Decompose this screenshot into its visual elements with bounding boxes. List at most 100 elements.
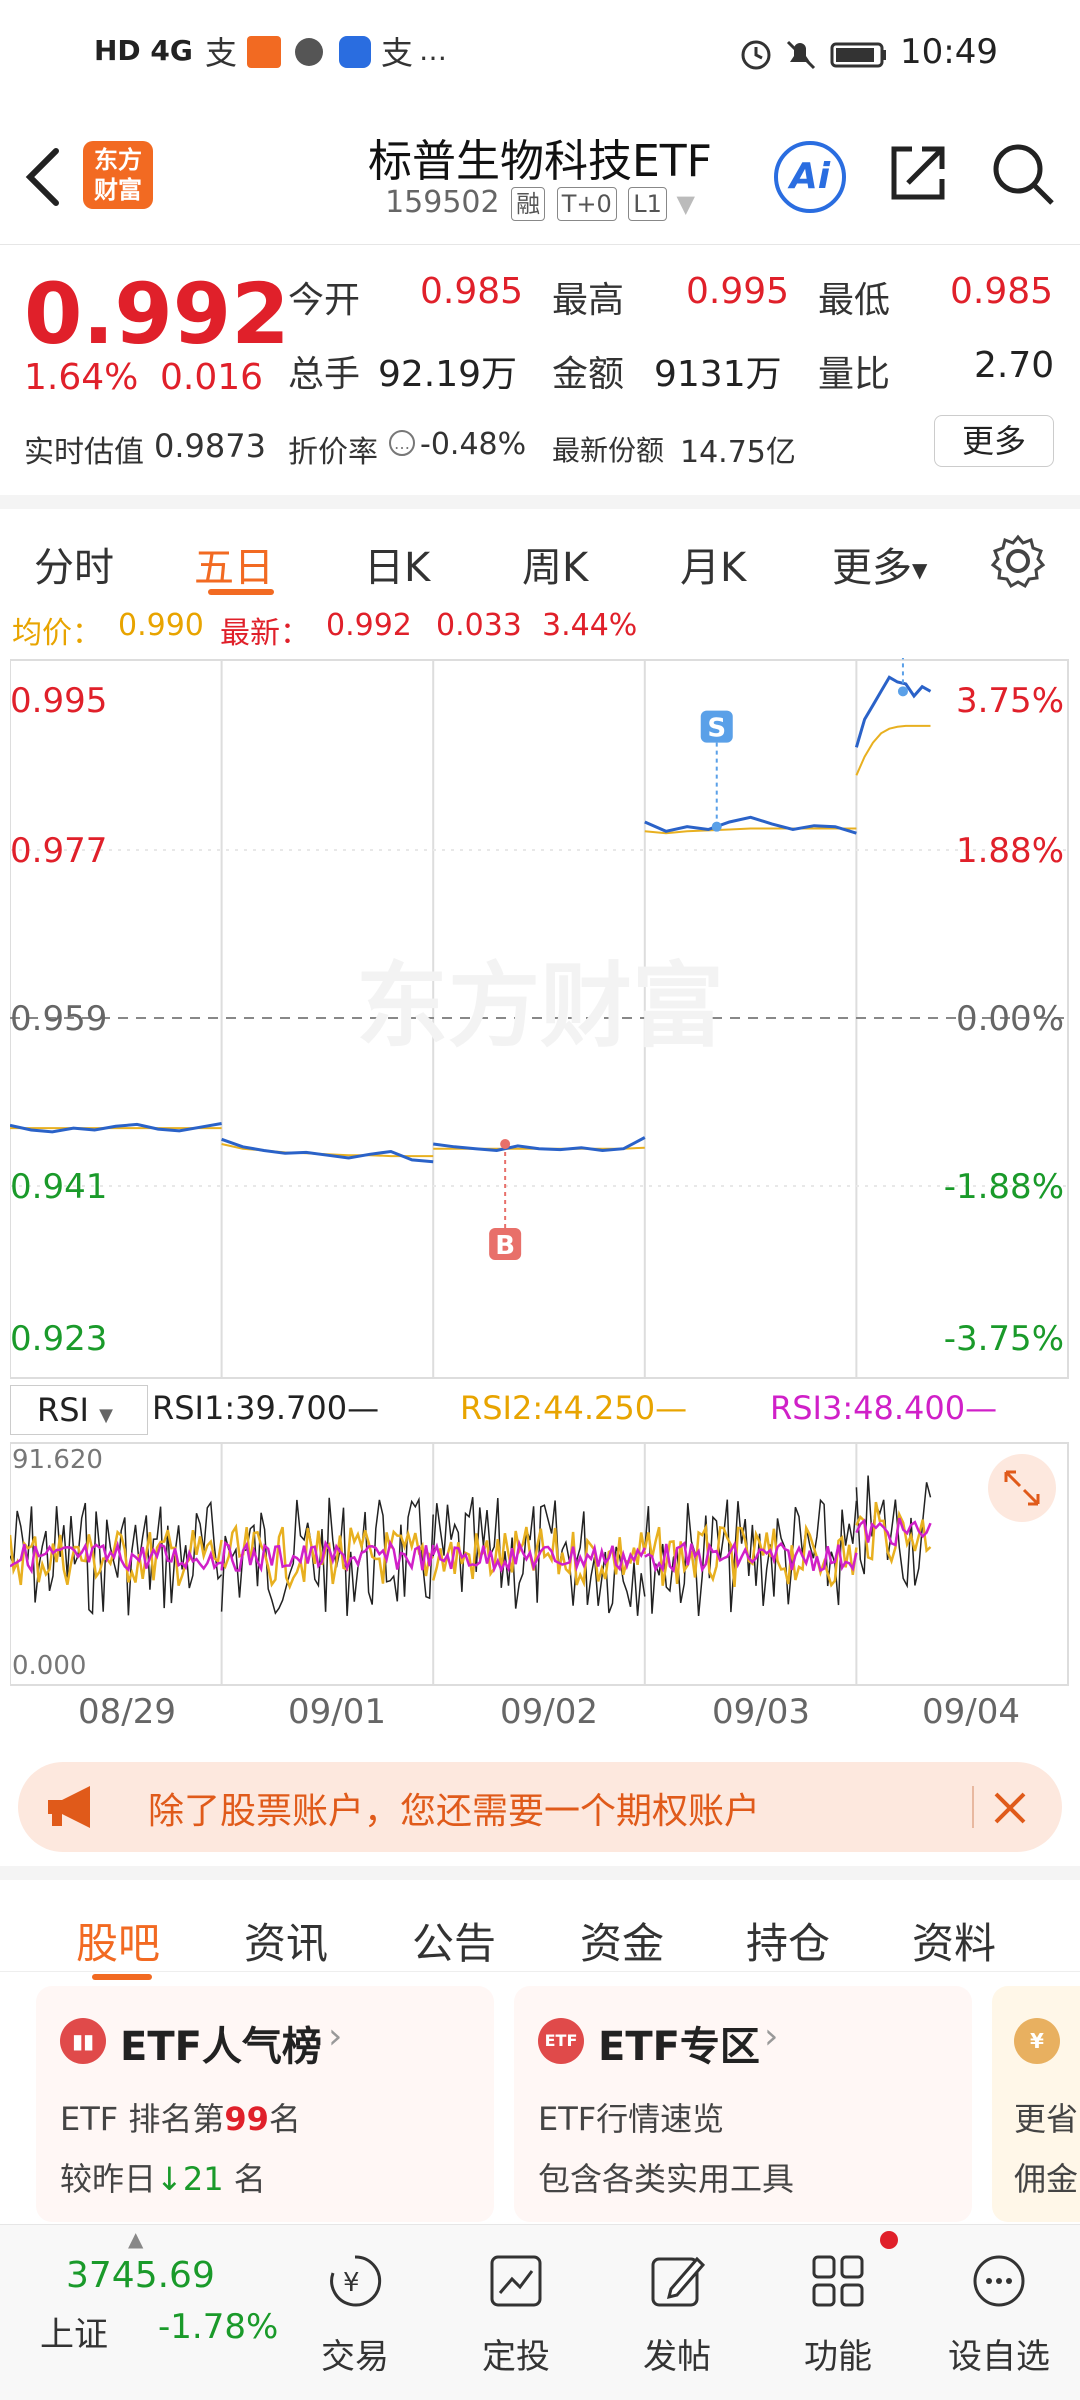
down-arrow-icon: ↓ xyxy=(156,2160,183,2198)
price-line xyxy=(433,1136,646,1153)
y-tick-pct-label: 1.88% xyxy=(956,831,1064,871)
latest-change: 0.033 xyxy=(436,608,522,643)
nav-trade[interactable]: ¥ 交易 xyxy=(285,2225,425,2400)
shares-value: 14.75亿 xyxy=(680,435,796,470)
latest-value: 0.992 xyxy=(326,608,412,643)
volume-ratio-label: 量比 xyxy=(818,354,891,395)
avg-line xyxy=(855,724,931,776)
tab-news[interactable]: 资讯 xyxy=(244,1919,329,1968)
rank-change-suffix: 名 xyxy=(223,2160,266,2198)
share-icon[interactable] xyxy=(886,141,950,205)
tab-holdings[interactable]: 持仓 xyxy=(746,1919,831,1968)
svg-text:¥: ¥ xyxy=(343,2268,360,2298)
amount-value: 9131万 xyxy=(654,354,782,395)
tag-t0: T+0 xyxy=(556,187,617,221)
open-value: 0.985 xyxy=(420,271,524,312)
rsi1-line xyxy=(10,1500,223,1616)
rank-icon: ▮▮ xyxy=(60,2018,106,2064)
average-line-row: 均价： 0.990 最新： 0.992 0.033 3.44% xyxy=(0,600,1080,651)
etf-popularity-card[interactable]: ▮▮ ETF人气榜 › ETF 排名第99名 较昨日↓21 名 xyxy=(36,1986,494,2222)
rsi2-value: RSI2:44.250— xyxy=(460,1389,688,1427)
expand-icon xyxy=(988,1454,1056,1522)
card-title: ETF专区 xyxy=(598,2024,760,2070)
marker-point xyxy=(897,686,908,697)
rsi-chart[interactable]: 91.620 0.000 xyxy=(10,1442,1070,1686)
tab-fund-flow[interactable]: 资金 xyxy=(580,1919,665,1968)
status-bar: HD 4G 支 支 … 10:49 xyxy=(0,0,1080,105)
price-line xyxy=(10,1122,222,1134)
ai-assistant-button[interactable]: Ai xyxy=(774,141,846,213)
nav-post[interactable]: 发帖 xyxy=(607,2225,747,2400)
rank-change-text: 较昨日 xyxy=(60,2160,157,2198)
rank-change-line: 较昨日↓21 名 xyxy=(60,2154,266,2200)
auto-invest-icon xyxy=(490,2255,542,2307)
y-tick-label: 0.923 xyxy=(10,1319,107,1359)
rsi3-line xyxy=(10,1540,222,1575)
rsi-min-label: 0.000 xyxy=(12,1651,86,1681)
grid-icon xyxy=(812,2255,864,2307)
rsi1-line xyxy=(855,1475,932,1589)
rank-text: ETF 排名第 xyxy=(60,2100,225,2138)
y-tick-pct-label: -1.88% xyxy=(944,1167,1064,1207)
avg-line xyxy=(644,827,857,835)
nav-functions[interactable]: 功能 xyxy=(768,2225,908,2400)
latest-change-pct: 3.44% xyxy=(542,608,638,643)
tab-five-day[interactable]: 五日 xyxy=(194,545,274,591)
tag-margin: 融 xyxy=(511,187,546,221)
nav-label: 设自选 xyxy=(948,2337,1050,2377)
marker-point xyxy=(500,1139,511,1149)
svg-text:支: 支 xyxy=(381,34,413,70)
back-arrow-icon[interactable] xyxy=(22,145,62,209)
y-tick-label: 0.959 xyxy=(10,999,107,1039)
five-day-price-chart[interactable]: 东方财富 0.995 0.977 0.959 0.941 0.923 3.75% 1.88… xyxy=(10,658,1070,1380)
active-tab-underline xyxy=(92,1974,152,1980)
rank-change-number: 21 xyxy=(182,2160,224,2198)
tab-intraday[interactable]: 分时 xyxy=(34,545,114,591)
nav-auto-invest[interactable]: 定投 xyxy=(446,2225,586,2400)
search-icon[interactable] xyxy=(990,141,1056,207)
volume-value: 92.19万 xyxy=(378,354,518,395)
coin-icon: ¥ xyxy=(1014,2018,1060,2064)
notification-icons: 支 支 … xyxy=(205,34,447,72)
tab-more-label: 更多 xyxy=(832,545,912,591)
tag-level: L1 xyxy=(628,187,667,221)
partial-card[interactable]: ¥ 更省 佣金 xyxy=(992,1986,1080,2222)
etf-zone-card[interactable]: ETF ETF专区 › ETF行情速览 包含各类实用工具 xyxy=(514,1986,972,2222)
promo-banner[interactable]: 除了股票账户，您还需要一个期权账户 xyxy=(18,1762,1062,1852)
tab-daily-k[interactable]: 日K xyxy=(364,545,431,591)
indicator-select[interactable]: RSI ▼ xyxy=(10,1385,148,1435)
gear-icon[interactable] xyxy=(990,533,1046,589)
y-axis-right-labels: 3.75% 1.88% 0.00% -1.88% -3.75% xyxy=(944,681,1064,1359)
price-series xyxy=(10,675,932,1164)
volume-ratio-value: 2.70 xyxy=(974,345,1055,386)
dropdown-icon[interactable]: ▼ xyxy=(676,190,695,218)
y-tick-label: 0.995 xyxy=(10,681,107,721)
y-tick-pct-label: -3.75% xyxy=(944,1319,1064,1359)
nav-label: 交易 xyxy=(321,2337,389,2377)
index-quote[interactable]: ▲ 3745.69 上证 -1.78% xyxy=(0,2225,278,2400)
app-header: 东方 财富 标普生物科技ETF 159502 融 T+0 L1 ▼ Ai xyxy=(0,105,1080,245)
marker-badge xyxy=(489,1228,522,1260)
more-quote-button[interactable]: 更多 xyxy=(934,415,1054,467)
amount-label: 金额 xyxy=(552,354,625,395)
close-icon[interactable] xyxy=(990,1788,1030,1828)
info-icon[interactable]: … xyxy=(388,429,416,457)
nav-add-watchlist[interactable]: 设自选 xyxy=(929,2225,1069,2400)
rsi3-line xyxy=(432,1539,646,1574)
price-line xyxy=(221,1137,434,1164)
caret-down-icon: ▼ xyxy=(912,558,928,582)
chevron-right-icon: › xyxy=(328,2016,343,2057)
chevron-right-icon: › xyxy=(764,2016,779,2057)
tab-weekly-k[interactable]: 周K xyxy=(522,545,589,591)
rsi1-line xyxy=(220,1496,434,1616)
card-line: 佣金 xyxy=(1014,2160,1079,2198)
date-label: 09/04 xyxy=(922,1692,1020,1732)
tab-more[interactable]: 更多▼ xyxy=(832,535,927,593)
tab-profile[interactable]: 资料 xyxy=(912,1919,997,1968)
tab-announcements[interactable]: 公告 xyxy=(412,1919,497,1968)
etf-icon: ETF xyxy=(538,2018,584,2064)
high-value: 0.995 xyxy=(686,271,790,312)
tab-forum[interactable]: 股吧 xyxy=(76,1919,161,1968)
tab-monthly-k[interactable]: 月K xyxy=(680,545,747,591)
volume-label: 总手 xyxy=(288,354,361,395)
